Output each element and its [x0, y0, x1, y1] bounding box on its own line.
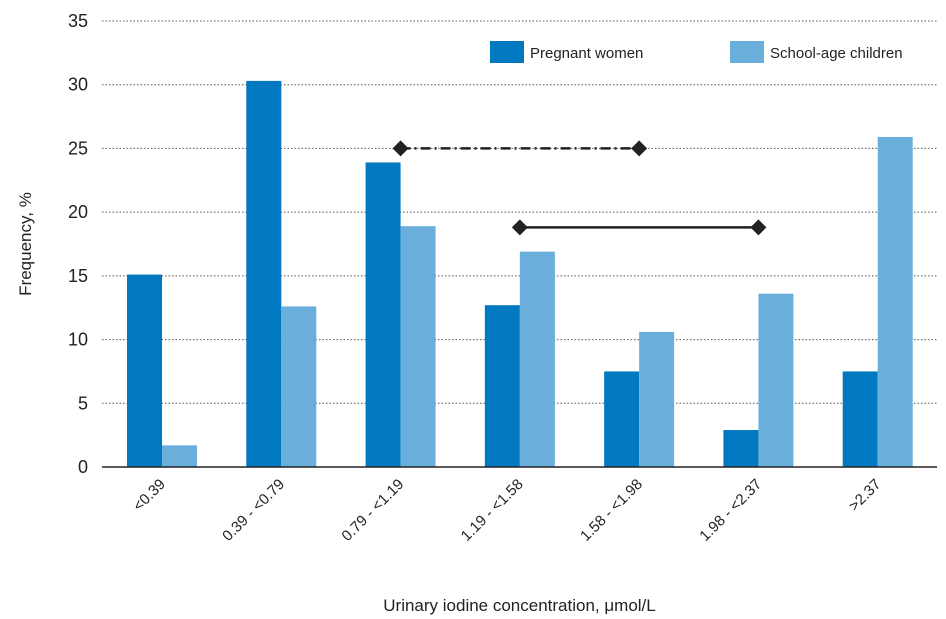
y-tick-label: 15	[68, 266, 88, 286]
y-tick-label: 10	[68, 330, 88, 350]
diamond-marker	[511, 219, 528, 236]
x-tick-label: 0.79 - <1.19	[338, 476, 407, 545]
y-tick-label: 35	[68, 11, 88, 31]
x-tick-label: <0.39	[130, 476, 169, 515]
y-tick-label: 5	[78, 393, 88, 413]
bar	[400, 226, 436, 467]
x-axis-title: Urinary iodine concentration, μmol/L	[383, 596, 655, 615]
y-tick-label: 0	[78, 457, 88, 477]
y-tick-label: 20	[68, 202, 88, 222]
bar	[246, 80, 282, 468]
y-axis-title: Frequency, %	[16, 192, 35, 296]
bar	[365, 162, 401, 467]
legend-swatch	[490, 41, 524, 63]
bar	[519, 251, 555, 467]
x-tick-label: 0.39 - <0.79	[219, 476, 288, 545]
bar	[877, 136, 913, 467]
x-tick-label: 1.19 - <1.58	[458, 476, 527, 545]
legend-swatch	[730, 41, 764, 63]
bar	[758, 293, 794, 467]
diamond-marker	[631, 140, 648, 157]
bar	[281, 306, 317, 467]
bar	[162, 445, 197, 467]
y-tick-label: 30	[68, 75, 88, 95]
bar	[723, 430, 759, 467]
bar	[127, 274, 162, 467]
bar	[484, 305, 520, 467]
bar	[604, 371, 640, 467]
diamond-marker	[750, 219, 767, 236]
legend-label: School-age children	[770, 45, 903, 62]
y-tick-label: 25	[68, 138, 88, 158]
x-tick-label: >2.37	[846, 476, 885, 515]
x-tick-label: 1.98 - <2.37	[696, 476, 765, 545]
legend-label: Pregnant women	[530, 45, 643, 62]
bar	[639, 331, 675, 467]
diamond-marker	[392, 140, 409, 157]
bar	[842, 371, 878, 467]
x-tick-label: 1.58 - <1.98	[577, 476, 646, 545]
